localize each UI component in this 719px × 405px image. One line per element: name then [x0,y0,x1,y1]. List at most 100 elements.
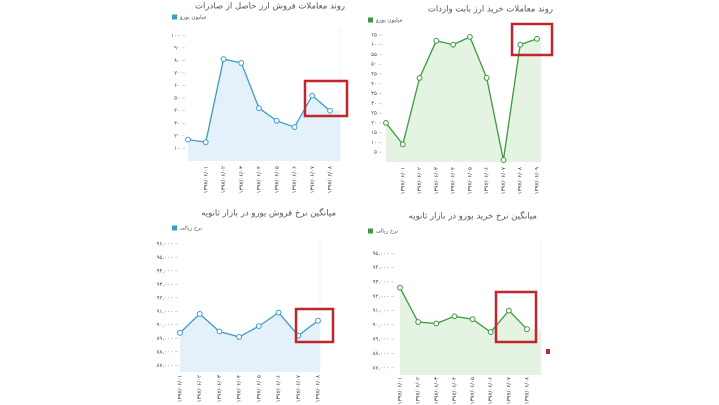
y-tick-label: ۹۳,۰۰۰ [372,279,389,285]
point [216,328,223,335]
x-tick-label: ۱۳۹۷/۰۶/۰۷ [310,166,316,193]
highlight-box [303,79,349,118]
point [273,117,280,124]
point [291,124,298,130]
point [450,41,457,48]
point [500,157,507,163]
x-tick-label: ۱۳۹۷/۰۶/۰۶ [292,166,298,193]
legend-label: میلیون یورو [179,15,206,21]
point [275,309,282,316]
marker [546,349,550,354]
x-tick-label: ۱۳۹۷/۰۶/۰۴ [452,377,458,404]
y-tick-label: ۹۰,۰۰۰ [372,322,389,328]
y-tick-label: ۹۵,۰۰۰ [372,251,389,257]
y-tick-label: ۲۰ [371,120,377,126]
area [180,312,320,372]
y-tick-label: ۹۰ [174,45,180,51]
y-tick-label: ۷۰ [174,71,180,77]
y-tick-label: ۹۱,۰۰۰ [156,309,173,315]
point [416,75,423,81]
x-tick-label: ۱۳۹۷/۰۶/۰۷ [506,377,512,404]
x-tick-label: ۱۳۹۷/۰۶/۰۳ [434,377,440,404]
point [483,75,490,81]
chart-title: روند معاملات فروش ارز حاصل از صادرات [195,2,345,12]
point [327,107,333,114]
x-tick-label: ۱۳۹۷/۰۶/۰۱ [178,375,184,402]
line [385,36,538,161]
y-tick-label: ۲۵ [371,111,377,117]
y-tick-label: ۹۶,۰۰۰ [156,241,173,247]
x-tick-label: ۱۳۹۷/۰۶/۰۲ [416,377,422,404]
point [517,41,524,48]
y-tick-label: ۶۵ [371,32,377,38]
point [524,326,530,333]
point [505,307,512,314]
point [433,37,440,44]
point [315,317,321,324]
legend-swatch [368,228,373,234]
x-tick-label: ۱۳۹۷/۰۶/۰۶ [488,377,494,404]
x-tick-label: ۱۳۹۷/۰۶/۰۴ [451,167,457,194]
point [220,56,227,63]
y-tick-label: ۱۵ [371,130,377,136]
y-tick-label: ۵۰ [174,96,180,102]
area [188,59,340,162]
x-tick-label: ۱۳۹۷/۰۶/۰۸ [518,167,524,194]
legend-swatch [172,225,177,231]
x-tick-label: ۱۳۹۷/۰۶/۰۸ [328,166,334,193]
highlight-box [294,307,335,344]
point [534,35,540,42]
x-tick-label: ۱۳۹۷/۰۶/۰۵ [256,375,262,402]
highlights [294,22,554,344]
point [433,320,440,327]
x-tick-label: ۱۳۹۷/۰۶/۰۶ [276,375,282,402]
legend-swatch [172,14,177,20]
y-tick-label: ۹۲,۰۰۰ [156,295,173,301]
area [386,36,541,162]
chart-title: میانگین نرخ فروش یورو در بازار ثانویه [201,208,336,219]
y-tick-label: ۸۷,۰۰۰ [156,363,173,369]
point [177,329,183,336]
y-tick-label: ۹۴,۰۰۰ [372,265,389,271]
y-tick-label: ۴۵ [371,72,377,78]
point [451,313,458,320]
x-tick-label: ۱۳۹۷/۰۶/۰۷ [501,167,507,194]
x-tick-label: ۱۳۹۷/۰۶/۰۵ [274,166,280,193]
highlight-box [494,290,538,344]
legend-label: نرخ ریالی [376,229,398,235]
point [399,141,406,148]
point [255,323,262,330]
y-tick-label: ۵ [374,150,377,156]
point [256,105,262,112]
line [399,287,528,333]
chart-title: میانگین نرخ خرید یورو در بازار ثانویه [409,211,537,222]
legend-swatch [368,17,373,23]
point [202,139,209,146]
y-tick-label: ۸۹,۰۰۰ [372,337,389,343]
chart-title: روند معاملات خرید ارز بابت واردات [428,5,553,15]
y-tick-label: ۹۳,۰۰۰ [156,282,173,288]
x-tick-label: ۱۳۹۷/۰۶/۰۶ [484,167,490,194]
point [397,284,403,291]
y-tick-label: ۹۴,۰۰۰ [156,268,173,274]
point [185,136,191,143]
x-tick-label: ۱۳۹۷/۰۶/۰۱ [400,167,406,194]
point [309,92,316,99]
y-tick-label: ۱۰ [371,140,377,146]
y-tick-label: ۳۰ [371,101,377,107]
y-tick-label: ۵۵ [371,52,377,58]
y-tick-label: ۳۰ [174,121,180,127]
x-tick-label: ۱۳۹۷/۰۶/۰۵ [470,377,476,404]
point [236,334,243,340]
y-tick-label: ۹۵,۰۰۰ [156,255,173,261]
x-tick-label: ۱۳۹۷/۰۶/۰۳ [217,375,223,402]
y-tick-label: ۸۸,۰۰۰ [372,351,389,357]
point [196,311,203,317]
x-tick-label: ۱۳۹۷/۰۶/۰۱ [398,377,404,404]
x-tick-label: ۱۳۹۷/۰۶/۰۲ [197,375,203,402]
y-tick-label: ۹۲,۰۰۰ [372,294,389,300]
x-tick-label: ۱۳۹۷/۰۶/۰۳ [434,167,440,194]
point [466,33,473,40]
y-tick-label: ۲۰ [174,133,180,139]
